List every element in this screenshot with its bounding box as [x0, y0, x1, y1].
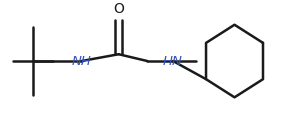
Text: HN: HN: [163, 54, 183, 68]
Text: NH: NH: [72, 54, 92, 68]
Text: O: O: [113, 2, 124, 16]
